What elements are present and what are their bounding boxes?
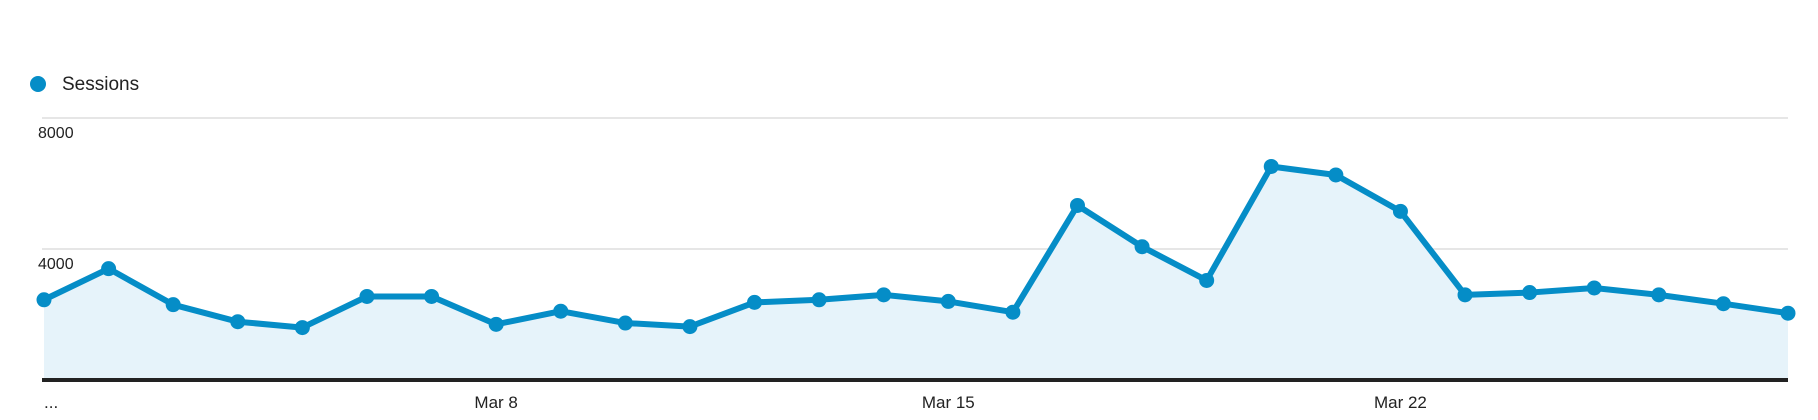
point xyxy=(359,288,375,304)
x-tick-label: Mar 8 xyxy=(474,393,517,412)
point xyxy=(36,292,52,308)
point xyxy=(1715,296,1731,312)
point xyxy=(165,297,181,313)
point xyxy=(488,316,504,332)
point xyxy=(1069,197,1085,213)
legend-marker xyxy=(30,76,46,92)
point xyxy=(682,319,698,335)
point xyxy=(1263,158,1279,174)
point xyxy=(101,261,117,277)
point xyxy=(553,303,569,319)
point xyxy=(230,314,246,330)
x-tick-label: ... xyxy=(44,393,58,412)
point xyxy=(1457,287,1473,303)
point xyxy=(617,315,633,331)
point xyxy=(1134,239,1150,255)
area xyxy=(44,166,1788,380)
point xyxy=(1651,287,1667,303)
point xyxy=(424,288,440,304)
legend: Sessions xyxy=(30,74,139,95)
point xyxy=(1522,285,1538,301)
point xyxy=(940,293,956,309)
line xyxy=(42,163,1789,331)
point xyxy=(1586,280,1602,296)
point xyxy=(1392,203,1408,219)
x-tick-label: Mar 15 xyxy=(922,393,975,412)
point xyxy=(1780,305,1796,321)
legend-label: Sessions xyxy=(62,74,139,95)
y-tick-label: 8000 xyxy=(38,125,74,142)
point xyxy=(876,287,892,303)
point xyxy=(1328,167,1344,183)
point xyxy=(1005,304,1021,320)
point xyxy=(747,294,763,310)
point xyxy=(294,320,310,336)
point xyxy=(1199,272,1215,288)
point xyxy=(811,292,827,308)
y-tick-label: 4000 xyxy=(38,256,74,273)
x-tick-label: Mar 22 xyxy=(1374,393,1427,412)
